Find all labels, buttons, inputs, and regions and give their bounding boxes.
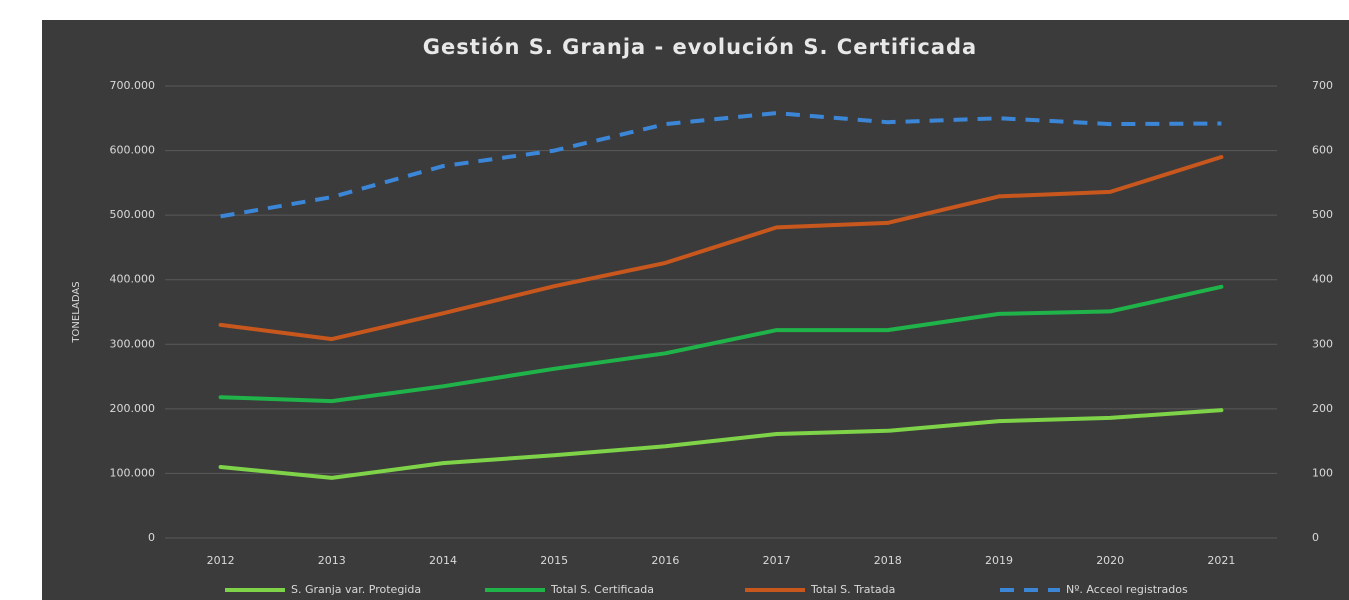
x-tick-label: 2018 (874, 554, 902, 567)
y-tick-label: 200.000 (110, 402, 156, 415)
y-tick-label: 0 (148, 531, 155, 544)
x-tick-label: 2021 (1207, 554, 1235, 567)
y2-tick-label: 300 (1312, 337, 1333, 350)
x-tick-label: 2016 (651, 554, 679, 567)
y-tick-label: 500.000 (110, 208, 156, 221)
y-tick-label: 400.000 (110, 273, 156, 286)
y2-tick-label: 100 (1312, 466, 1333, 479)
x-tick-label: 2019 (985, 554, 1013, 567)
legend-label: Total S. Tratada (810, 583, 895, 596)
x-tick-label: 2015 (540, 554, 568, 567)
x-tick-label: 2013 (318, 554, 346, 567)
x-tick-label: 2020 (1096, 554, 1124, 567)
legend-label: Total S. Certificada (550, 583, 654, 596)
line-series (218, 284, 1224, 404)
x-tick-label: 2017 (763, 554, 791, 567)
y-tick-label: 100.000 (110, 466, 156, 479)
y2-tick-label: 500 (1312, 208, 1333, 221)
y2-tick-label: 700 (1312, 79, 1333, 92)
y2-tick-label: 200 (1312, 402, 1333, 415)
y2-tick-label: 0 (1312, 531, 1319, 544)
line-series (220, 111, 1222, 219)
y-tick-label: 600.000 (110, 144, 156, 157)
line-series (218, 408, 1224, 480)
y-tick-label: 300.000 (110, 337, 156, 350)
y2-tick-label: 400 (1312, 273, 1333, 286)
legend-label: Nº. Acceol registrados (1066, 583, 1188, 596)
line-series (218, 155, 1224, 342)
y2-tick-label: 600 (1312, 144, 1333, 157)
y-axis-title: TONELADAS (71, 281, 82, 343)
legend-label: S. Granja var. Protegida (291, 583, 421, 596)
y-tick-label: 700.000 (110, 79, 156, 92)
chart-title: Gestión S. Granja - evolución S. Certifi… (423, 35, 977, 59)
x-tick-label: 2012 (207, 554, 235, 567)
chart-background (42, 20, 1349, 600)
x-tick-label: 2014 (429, 554, 457, 567)
